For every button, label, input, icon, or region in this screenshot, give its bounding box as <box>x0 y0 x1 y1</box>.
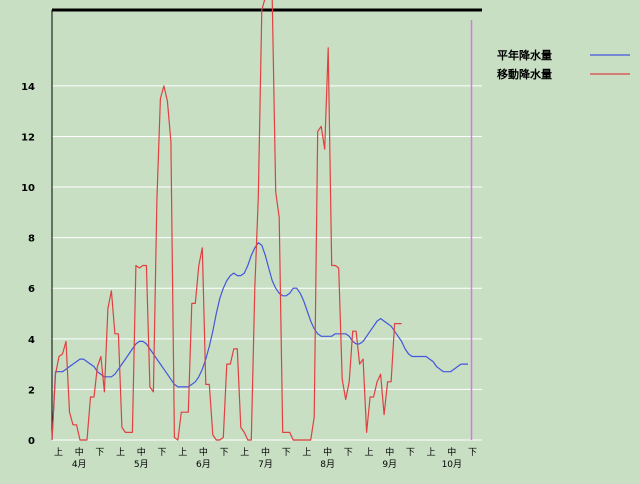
x-tick-label-12: 上 <box>302 447 311 458</box>
x-tick-label-9: 上 <box>240 447 249 458</box>
x-tick-label-10: 中 <box>261 446 270 458</box>
series-layer <box>51 0 468 441</box>
x-tick-label-16: 中 <box>385 446 394 458</box>
x-tick-label-8: 下 <box>220 448 229 458</box>
legend-label-1: 移動降水量 <box>497 67 552 81</box>
x-tick-label-11: 下 <box>282 448 291 458</box>
x-tick-label-0: 上 <box>54 447 63 458</box>
y-tick-label-14: 14 <box>21 82 35 93</box>
x-tick-label-18: 上 <box>427 447 436 458</box>
x-tick-label-4: 中 <box>137 446 146 458</box>
plot-frame <box>51 8 482 441</box>
y-tick-label-10: 10 <box>21 183 35 194</box>
x-tick-label-3: 上 <box>116 447 125 458</box>
y-tick-label-12: 12 <box>21 132 35 143</box>
x-month-label-5: 9月 <box>382 459 397 470</box>
x-tick-label-7: 中 <box>199 446 208 458</box>
x-axis-ticks: 上中下上中下上中下上中下上中下上中下上中下4月 5月 6月 7月 8月 9月 10月 <box>54 446 477 470</box>
y-tick-label-2: 2 <box>28 385 35 396</box>
y-tick-label-8: 8 <box>28 234 35 245</box>
x-month-label-2: 6月 <box>196 459 211 470</box>
x-tick-label-19: 中 <box>447 446 456 458</box>
x-tick-label-13: 中 <box>323 446 332 458</box>
x-tick-label-20: 下 <box>468 448 477 458</box>
x-tick-label-15: 上 <box>364 447 373 458</box>
x-month-label-6: 10月 <box>442 459 462 470</box>
x-tick-label-14: 下 <box>344 448 353 458</box>
y-tick-label-0: 0 <box>28 436 35 447</box>
x-tick-label-6: 上 <box>178 447 187 458</box>
legend-label-0: 平年降水量 <box>497 48 552 62</box>
x-month-label-0: 4月 <box>72 459 87 470</box>
x-month-label-1: 5月 <box>134 459 149 470</box>
y-tick-label-6: 6 <box>28 284 35 295</box>
x-tick-label-1: 中 <box>75 446 84 458</box>
series-line-1 <box>51 0 402 441</box>
y-axis-ticks: 0 2 4 6 8 10 12 14 <box>21 82 35 447</box>
x-tick-label-5: 下 <box>157 448 166 458</box>
x-tick-label-2: 下 <box>95 448 104 458</box>
x-tick-label-17: 下 <box>406 448 415 458</box>
series-line-0 <box>51 242 468 441</box>
x-month-label-3: 7月 <box>258 459 273 470</box>
y-tick-label-4: 4 <box>28 335 35 346</box>
x-month-label-4: 8月 <box>320 459 335 470</box>
gridlines <box>52 85 482 441</box>
